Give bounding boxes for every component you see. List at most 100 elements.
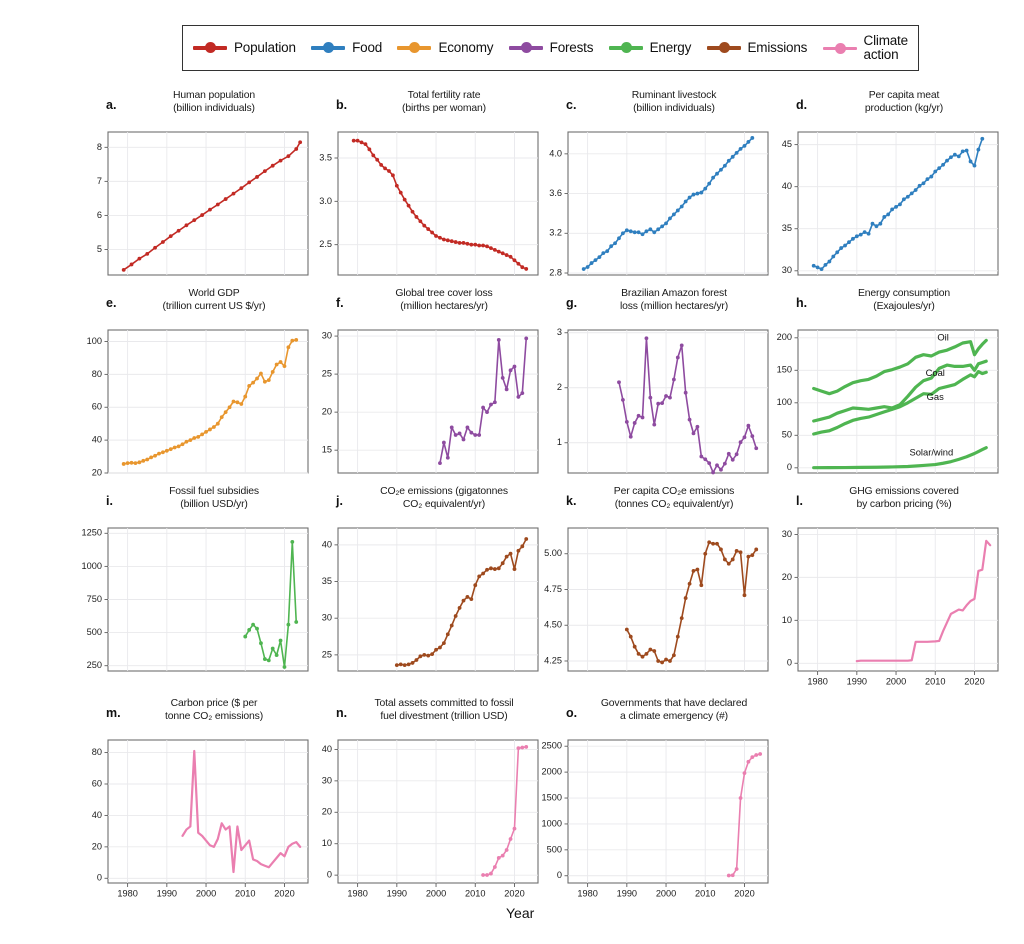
panel-title-o: Governments that have declared a climate…	[600, 698, 748, 722]
data-point	[489, 871, 493, 876]
y-tick-label: 1250	[82, 528, 102, 538]
data-point	[726, 158, 731, 163]
y-tick-label: 40	[782, 181, 792, 191]
legend-label: Economy	[438, 40, 494, 56]
data-point	[121, 267, 126, 272]
panel-letter-e: e.	[106, 296, 117, 310]
data-point	[149, 455, 154, 460]
data-point	[449, 239, 454, 244]
legend-marker-icon	[608, 42, 643, 54]
data-point	[843, 243, 847, 248]
data-point	[671, 212, 676, 217]
data-point	[660, 224, 665, 229]
data-point	[726, 873, 731, 878]
data-point	[512, 826, 517, 831]
data-point	[481, 873, 485, 877]
data-point	[262, 657, 267, 661]
data-point	[286, 154, 291, 159]
panel-letter-j: j.	[336, 494, 343, 508]
data-point	[168, 447, 173, 452]
plot-area-k: 4.25 4.50 4.75 5.00	[544, 527, 769, 672]
series-line	[855, 539, 992, 663]
data-point	[477, 243, 482, 248]
data-point	[722, 461, 727, 466]
data-point	[481, 243, 485, 248]
data-point	[473, 583, 478, 588]
legend-marker-icon	[706, 42, 741, 54]
panel-letter-n: n.	[336, 706, 348, 720]
y-tick-label: 0	[327, 870, 332, 880]
data-point	[656, 401, 661, 406]
legend-marker-icon	[311, 42, 346, 54]
data-point	[290, 338, 295, 343]
data-point	[722, 557, 727, 562]
data-point	[426, 227, 431, 231]
data-point	[398, 662, 403, 667]
x-tick-label: 2000	[426, 888, 446, 898]
data-point	[738, 550, 743, 555]
data-point	[909, 191, 914, 196]
data-point	[394, 663, 399, 668]
y-tick-label: 4.25	[544, 655, 562, 665]
data-point	[266, 658, 271, 663]
data-point	[972, 163, 977, 168]
data-point	[255, 376, 259, 381]
panel-letter-o: o.	[566, 706, 578, 720]
data-point	[485, 244, 489, 249]
y-tick-label: 80	[92, 369, 102, 379]
data-point	[668, 395, 672, 400]
x-tick-label: 2000	[656, 888, 676, 898]
data-point	[628, 634, 633, 639]
data-point	[516, 395, 521, 399]
series-inline-label: Coal	[926, 367, 945, 378]
x-tick-label: 1990	[387, 888, 407, 898]
data-point	[695, 567, 700, 572]
y-tick-label: 3.0	[319, 196, 332, 206]
panel-title-j: CO₂e emissions (gigatonnes CO₂ equivalen…	[380, 486, 508, 510]
data-point	[508, 368, 513, 373]
data-point	[504, 848, 509, 852]
y-tick-label: 2500	[542, 741, 562, 751]
y-tick-label: 30	[322, 331, 332, 341]
data-point	[239, 186, 244, 191]
plot-area-f: 15 20 25 30	[322, 329, 539, 474]
data-point	[414, 658, 419, 662]
data-point	[905, 194, 910, 199]
data-point	[882, 215, 887, 219]
data-point	[866, 231, 871, 236]
data-point	[695, 424, 700, 429]
data-point	[671, 377, 676, 382]
y-tick-label: 60	[92, 402, 102, 412]
data-point	[516, 548, 521, 553]
y-tick-label: 80	[92, 747, 102, 757]
panel-title-a: Human population (billion individuals)	[173, 90, 255, 114]
data-point	[707, 181, 712, 186]
data-point	[601, 251, 606, 256]
y-tick-label: 8	[97, 142, 102, 152]
data-point	[262, 379, 267, 384]
x-tick-label: 1980	[807, 676, 827, 686]
data-point	[652, 649, 657, 653]
data-point	[874, 224, 879, 229]
data-point	[489, 246, 493, 251]
y-tick-label: 40	[322, 539, 332, 549]
data-point	[278, 158, 283, 163]
data-point	[457, 431, 462, 436]
panel-title-n: Total assets committed to fossil fuel di…	[374, 698, 514, 722]
y-tick-label: 35	[782, 223, 792, 233]
data-point	[652, 422, 657, 427]
y-tick-label: 2.5	[319, 239, 332, 249]
data-point	[695, 191, 700, 196]
data-point	[402, 663, 407, 668]
series-line	[727, 753, 761, 877]
legend-label: Population	[234, 40, 296, 56]
legend-item-population: Population	[193, 41, 296, 55]
x-tick-label: 2020	[964, 676, 984, 686]
data-point	[726, 451, 731, 456]
x-axis-label: Year	[506, 905, 535, 921]
data-point	[707, 540, 712, 545]
